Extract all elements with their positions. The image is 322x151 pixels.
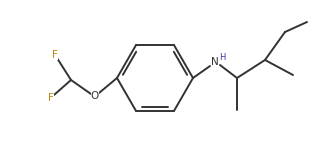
Text: N: N: [211, 57, 219, 67]
Text: O: O: [91, 91, 99, 101]
Text: F: F: [52, 50, 58, 60]
Text: F: F: [48, 93, 54, 103]
Text: H: H: [219, 53, 225, 61]
